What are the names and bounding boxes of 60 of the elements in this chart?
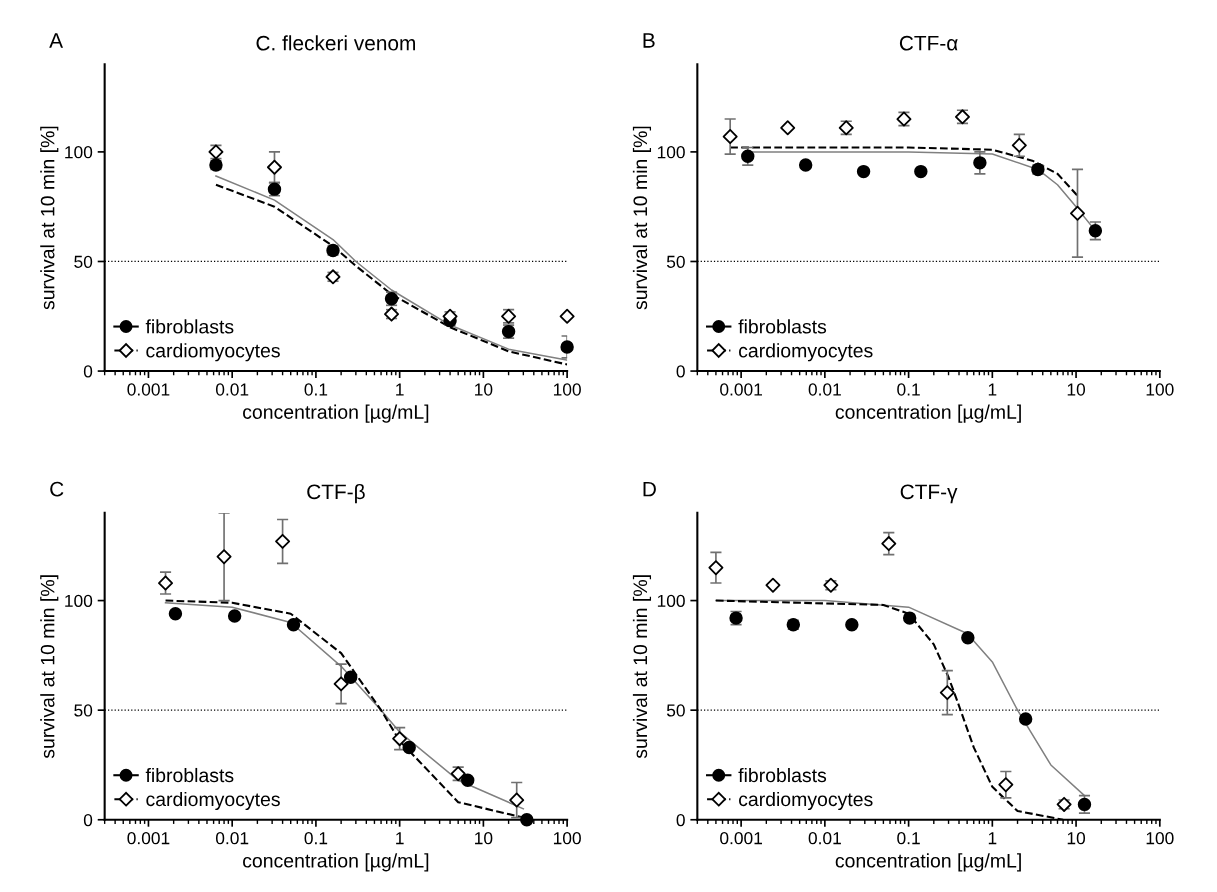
- x-tick-label: 0.001: [127, 832, 170, 845]
- legend-label: cardiomyocytes: [146, 343, 280, 362]
- x-tick-label: 100: [553, 383, 581, 396]
- legend-label: fibroblasts: [145, 319, 234, 334]
- x-axis-title: concentration [µg/mL]: [835, 404, 1021, 423]
- y-tick-label: 100: [657, 594, 685, 608]
- y-tick-label: 100: [657, 146, 685, 159]
- y-axis-title: survival at 10 min [%]: [40, 575, 59, 759]
- x-tick-label: 100: [553, 832, 581, 845]
- y-tick-label: 0: [676, 365, 685, 378]
- text: A: [49, 33, 64, 48]
- x-tick-label: 100: [1146, 383, 1174, 396]
- x-tick-label: 1: [988, 832, 997, 845]
- y-tick-label: 0: [83, 365, 93, 378]
- x-tick-label: 10: [1067, 383, 1086, 396]
- y-tick-label: 50: [74, 255, 93, 268]
- x-tick-label: 0.1: [304, 383, 328, 396]
- legend-label: cardiomyocytes: [146, 791, 280, 811]
- text: B: [643, 33, 655, 48]
- text: D: [643, 481, 656, 497]
- x-tick-label: 10: [1067, 832, 1086, 845]
- legend-label: fibroblasts: [145, 767, 234, 783]
- chart-title: C. fleckeri venom: [256, 35, 415, 51]
- legend-label: fibroblasts: [738, 767, 827, 783]
- x-tick-label: 0.001: [127, 383, 170, 396]
- legend-label: fibroblasts: [738, 319, 827, 334]
- y-tick-label: 100: [65, 146, 93, 159]
- y-tick-label: 50: [74, 704, 93, 717]
- y-tick-label: 0: [83, 813, 93, 827]
- y-tick-label: 100: [65, 594, 93, 608]
- x-tick-label: 1: [396, 383, 404, 396]
- x-tick-label: 0.01: [215, 832, 249, 845]
- x-tick-label: 10: [475, 383, 493, 396]
- x-tick-label: 10: [475, 832, 493, 845]
- text: C: [50, 481, 64, 497]
- y-axis-title: survival at 10 min [%]: [632, 575, 652, 759]
- x-tick-label: 0.1: [897, 832, 920, 845]
- x-tick-label: 1: [396, 832, 404, 845]
- x-tick-label: 1: [988, 383, 997, 396]
- x-tick-label: 100: [1146, 832, 1174, 845]
- x-axis-title: concentration [µg/mL]: [243, 853, 429, 872]
- y-axis-title: survival at 10 min [%]: [632, 126, 652, 310]
- legend-label: cardiomyocytes: [739, 343, 873, 362]
- x-tick-label: 0.1: [304, 832, 328, 845]
- chart-title: CTF-γ: [900, 484, 958, 504]
- x-tick-label: 0.01: [808, 383, 841, 396]
- x-axis-title: concentration [µg/mL]: [243, 404, 429, 423]
- chart-title: CTF-α: [899, 35, 958, 51]
- y-axis-title: survival at 10 min [%]: [40, 126, 59, 310]
- x-tick-label: 0.001: [720, 832, 762, 845]
- x-tick-label: 0.01: [215, 383, 249, 396]
- x-tick-label: 0.001: [720, 383, 762, 396]
- chart-title: CTF-β: [307, 483, 365, 504]
- y-tick-label: 0: [676, 813, 685, 827]
- x-tick-label: 0.01: [808, 832, 841, 845]
- y-tick-label: 50: [666, 255, 685, 268]
- legend-label: cardiomyocytes: [739, 791, 873, 811]
- y-tick-label: 50: [666, 704, 685, 717]
- x-axis-title: concentration [µg/mL]: [835, 853, 1021, 872]
- x-tick-label: 0.1: [897, 383, 920, 396]
